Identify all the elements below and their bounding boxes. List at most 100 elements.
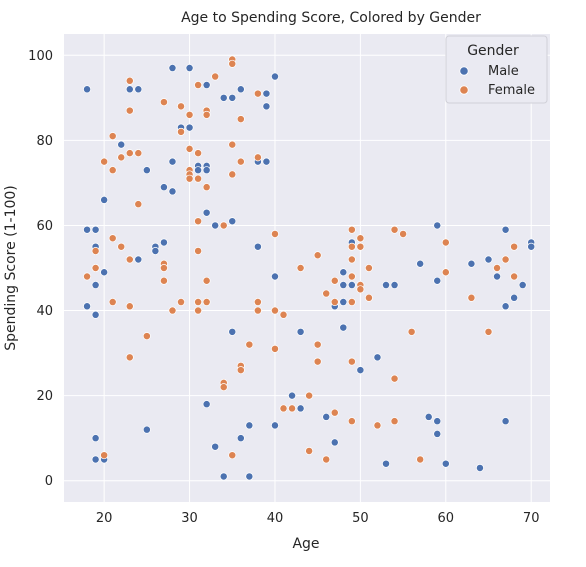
point-female xyxy=(228,451,237,460)
point-female xyxy=(236,157,245,166)
point-female xyxy=(91,264,100,272)
point-female xyxy=(202,110,211,119)
point-male xyxy=(347,281,356,289)
point-male xyxy=(339,281,348,289)
point-male xyxy=(211,442,220,451)
point-female xyxy=(347,242,356,251)
point-female xyxy=(356,285,365,294)
point-female xyxy=(364,293,373,302)
point-male xyxy=(262,102,271,111)
point-male xyxy=(382,281,390,289)
point-male xyxy=(501,225,510,234)
point-male xyxy=(91,281,100,289)
point-male xyxy=(202,400,211,409)
point-female xyxy=(108,298,117,306)
legend-title: Gender xyxy=(467,43,519,59)
point-female xyxy=(407,327,416,336)
point-female xyxy=(356,242,365,251)
point-female xyxy=(347,255,356,264)
point-female xyxy=(194,306,203,315)
point-male xyxy=(83,85,92,94)
point-female xyxy=(347,357,356,366)
point-female xyxy=(484,327,493,336)
point-female xyxy=(91,247,100,255)
y-tick-label: 0 xyxy=(45,474,53,489)
point-female xyxy=(219,383,228,392)
point-male xyxy=(134,85,143,94)
point-male xyxy=(433,429,442,438)
point-female xyxy=(177,127,185,136)
point-male xyxy=(219,93,228,102)
point-male xyxy=(83,302,92,311)
point-female xyxy=(288,404,297,413)
point-female xyxy=(125,76,134,85)
point-female xyxy=(322,455,331,464)
point-male xyxy=(125,85,134,94)
x-tick-label: 60 xyxy=(438,511,455,526)
point-male xyxy=(288,391,297,400)
point-male xyxy=(168,187,177,196)
point-female xyxy=(322,289,331,298)
legend-label-female: Female xyxy=(488,83,535,98)
point-female xyxy=(194,81,203,90)
point-female xyxy=(330,298,339,306)
legend: Gender Male Female xyxy=(445,35,548,104)
y-axis-label: Spending Score (1-100) xyxy=(3,185,19,351)
point-male xyxy=(194,166,203,175)
point-female xyxy=(279,310,288,319)
point-female xyxy=(313,357,322,366)
point-female xyxy=(194,298,203,306)
point-female xyxy=(168,306,177,315)
point-female xyxy=(228,59,237,68)
point-female xyxy=(134,149,143,158)
point-male xyxy=(271,72,279,81)
point-female xyxy=(194,217,203,226)
x-tick-label: 70 xyxy=(523,511,540,526)
point-female xyxy=(330,408,339,417)
point-male xyxy=(159,183,168,192)
x-tick-label: 50 xyxy=(352,511,369,526)
point-female xyxy=(493,264,501,272)
point-female xyxy=(108,166,117,175)
point-female xyxy=(441,268,450,277)
point-male xyxy=(228,93,237,102)
point-male xyxy=(484,255,493,264)
point-male xyxy=(245,472,254,481)
point-female xyxy=(83,272,92,281)
point-male xyxy=(117,140,126,149)
point-male xyxy=(271,272,279,281)
point-male xyxy=(390,281,399,289)
point-female xyxy=(185,110,194,119)
point-female xyxy=(159,276,168,285)
point-male xyxy=(151,247,160,255)
point-male xyxy=(262,157,271,166)
y-tick-labels: 0 20 40 60 80 100 xyxy=(28,49,53,489)
point-male xyxy=(159,238,168,247)
point-female xyxy=(100,451,109,460)
point-female xyxy=(236,366,245,375)
point-female xyxy=(467,293,476,302)
point-male xyxy=(493,272,501,281)
point-male xyxy=(253,242,262,251)
point-female xyxy=(501,255,510,264)
point-male xyxy=(433,417,442,426)
point-female xyxy=(202,276,211,285)
point-female xyxy=(177,298,185,306)
point-female xyxy=(253,153,262,162)
point-male xyxy=(441,459,450,468)
point-male xyxy=(467,259,476,268)
point-female xyxy=(211,72,220,81)
x-axis-label: Age xyxy=(292,536,319,552)
point-male xyxy=(245,421,254,430)
point-male xyxy=(296,404,305,413)
point-female xyxy=(159,264,168,272)
point-female xyxy=(305,446,314,455)
point-female xyxy=(364,264,373,272)
point-female xyxy=(100,157,109,166)
point-female xyxy=(313,340,322,349)
point-female xyxy=(510,242,519,251)
legend-marker-male xyxy=(459,66,469,76)
point-male xyxy=(416,259,425,268)
point-male xyxy=(271,421,279,430)
point-female xyxy=(125,149,134,158)
